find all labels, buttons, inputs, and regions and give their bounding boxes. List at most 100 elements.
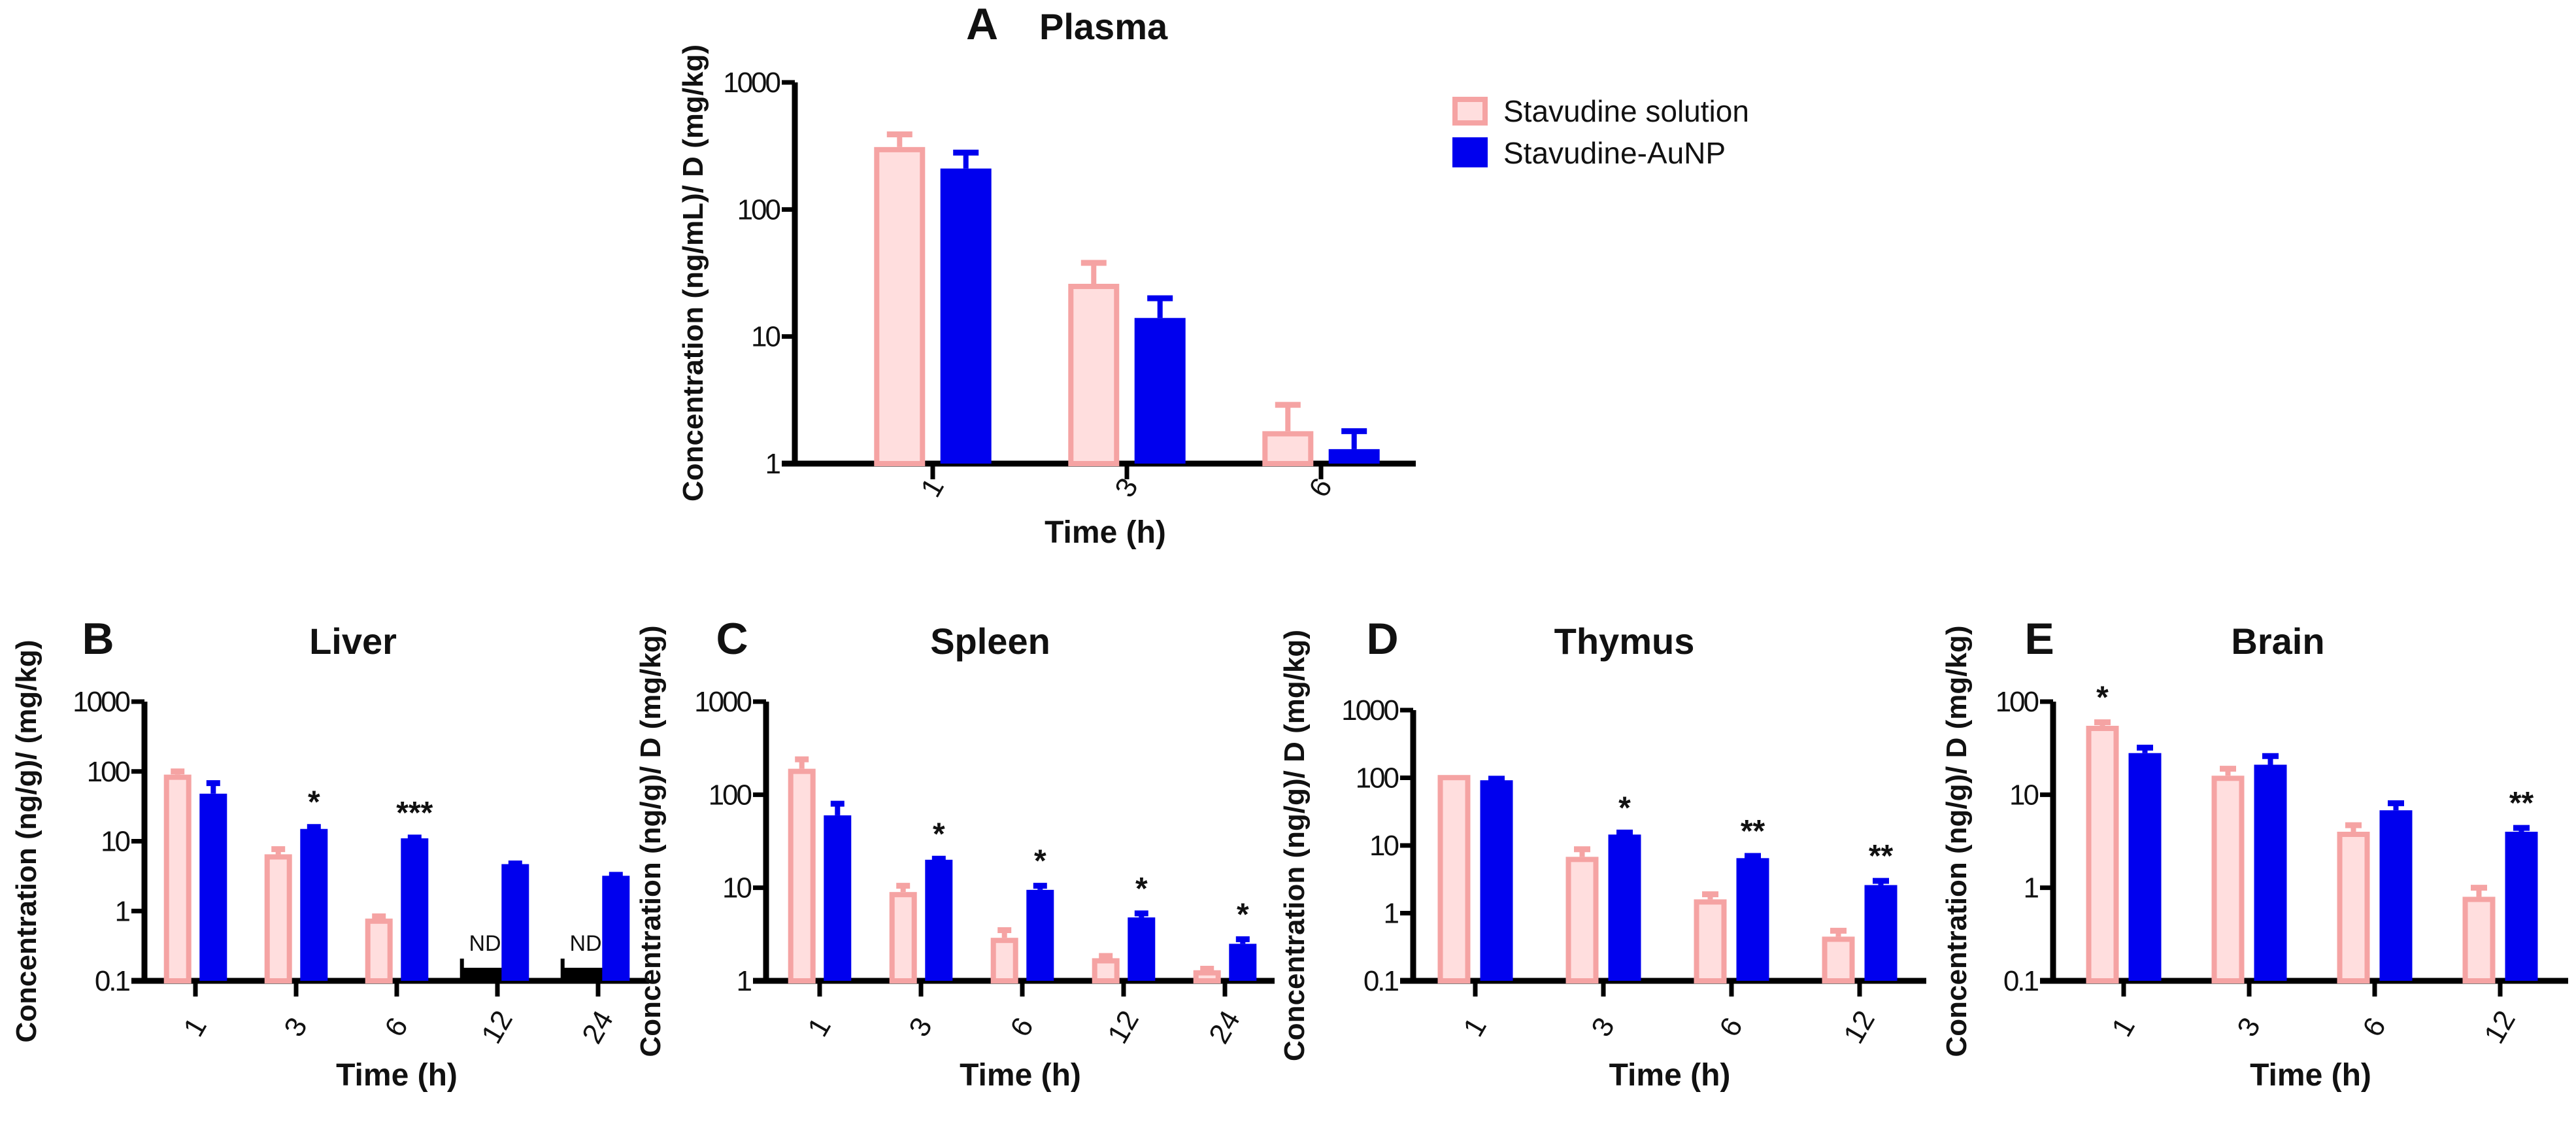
bar-stavudine-solution <box>365 918 393 984</box>
significance-marker: *** <box>396 796 433 830</box>
y-tick-label: 1 <box>765 448 780 480</box>
bar-stavudine-solution <box>163 774 192 984</box>
bar-stavudine-aunp <box>501 864 529 981</box>
y-axis-label: Concentration (ng/mL)/ D (mg/kg) <box>677 44 709 502</box>
x-tick-label: 24 <box>576 1005 620 1049</box>
panel-letter: E <box>2024 614 2054 664</box>
nd-marker <box>461 968 509 980</box>
y-tick-label: 100 <box>737 194 780 226</box>
bar-stavudine-aunp <box>1026 889 1054 981</box>
x-tick-label: 12 <box>1837 1005 1881 1049</box>
x-tick-label: 12 <box>475 1005 519 1049</box>
x-tick-label: 12 <box>2478 1005 2522 1049</box>
bar-stavudine-solution <box>1193 970 1221 984</box>
bar-stavudine-aunp <box>940 168 992 464</box>
bar-stavudine-aunp <box>1608 834 1641 981</box>
x-tick-label: 6 <box>378 1012 414 1042</box>
y-tick-label: 0.1 <box>2003 965 2039 997</box>
bar-stavudine-solution <box>1068 284 1120 466</box>
bar-stavudine-solution <box>2086 725 2119 984</box>
bar-stavudine-aunp <box>2379 810 2413 981</box>
bar-stavudine-solution <box>874 146 926 467</box>
y-tick-label: 0.1 <box>95 965 130 997</box>
significance-marker: * <box>1618 791 1631 825</box>
bar-stavudine-aunp <box>824 815 852 981</box>
y-tick-label: 10 <box>751 321 780 353</box>
legend: Stavudine solution Stavudine-AuNP <box>1452 94 1749 170</box>
x-tick-label: 6 <box>1004 1012 1040 1042</box>
panel-title: Plasma <box>1039 6 1168 47</box>
bar-stavudine-solution <box>264 854 292 984</box>
nd-label: ND <box>469 931 501 956</box>
panel-title: Brain <box>2231 621 2324 662</box>
y-tick-label: 100 <box>1996 686 2039 718</box>
significance-marker: * <box>1034 844 1046 879</box>
significance-marker: ** <box>1869 839 1894 874</box>
significance-marker: * <box>1135 872 1148 906</box>
x-tick-label: 24 <box>1203 1005 1246 1049</box>
bar-stavudine-solution <box>889 892 917 983</box>
nd-marker <box>562 968 609 980</box>
bar-stavudine-solution <box>1437 775 1471 983</box>
bar-stavudine-solution <box>788 768 816 983</box>
x-axis-label: Time (h) <box>1045 515 1166 550</box>
bar-stavudine-aunp <box>2128 753 2162 981</box>
x-tick-label: 1 <box>801 1012 837 1042</box>
y-tick-label: 1000 <box>723 67 780 99</box>
bar-stavudine-aunp <box>1134 318 1186 464</box>
bar-stavudine-solution <box>2462 896 2496 984</box>
y-tick-label: 10 <box>722 872 751 904</box>
y-tick-label: 100 <box>1356 762 1399 794</box>
x-tick-label: 1 <box>1457 1012 1493 1042</box>
x-tick-label: 1 <box>2105 1012 2141 1042</box>
significance-marker: * <box>933 817 945 851</box>
bar-stavudine-solution <box>1694 899 1727 983</box>
y-axis-label: Concentration (ng/g)/ D (mg/kg) <box>635 626 667 1057</box>
x-axis-label: Time (h) <box>2250 1058 2371 1093</box>
panel-c: C Spleen Concentration (ng/g)/ D (mg/kg) 1 1… <box>635 614 1275 1093</box>
x-axis-label: Time (h) <box>336 1058 458 1093</box>
bar-stavudine-aunp <box>602 876 630 981</box>
panel-title: Thymus <box>1554 621 1695 662</box>
panel-title: Spleen <box>930 621 1050 662</box>
nd-label: ND <box>569 931 601 956</box>
y-tick-label: 100 <box>709 779 752 811</box>
bar-stavudine-solution <box>990 938 1018 983</box>
significance-marker: * <box>1237 897 1249 932</box>
bar-stavudine-aunp <box>300 828 328 981</box>
bar-stavudine-aunp <box>925 859 953 981</box>
y-tick-label: 1 <box>1384 898 1399 930</box>
panel-letter: B <box>82 614 114 664</box>
panel-letter: C <box>716 614 748 664</box>
bar-stavudine-aunp <box>199 793 227 981</box>
x-tick-label: 3 <box>1585 1012 1621 1042</box>
x-tick-label: 1 <box>177 1012 213 1042</box>
y-tick-label: 1 <box>737 965 752 997</box>
y-tick-label: 10 <box>1369 830 1398 862</box>
bar-stavudine-aunp <box>401 838 429 981</box>
x-tick-label: 3 <box>278 1012 314 1042</box>
bar-stavudine-solution <box>1262 431 1314 466</box>
bar-stavudine-aunp <box>2254 764 2287 981</box>
bar-stavudine-aunp <box>1229 944 1257 981</box>
y-tick-label: 1000 <box>1341 694 1398 726</box>
legend-label-solution: Stavudine solution <box>1503 94 1749 128</box>
y-axis-label: Concentration (ng/g)/ (mg/kg) <box>10 640 42 1043</box>
y-tick-label: 10 <box>101 826 129 858</box>
panel-letter: D <box>1366 614 1398 664</box>
x-tick-label: 3 <box>2231 1012 2267 1042</box>
y-tick-label: 1 <box>2024 872 2039 904</box>
y-tick-label: 100 <box>87 756 130 788</box>
panels: A Plasma Concentration (ng/mL)/ D (mg/kg) 1… <box>10 0 2568 1093</box>
panel-b: B Liver Concentration (ng/g)/ (mg/kg) 0.1 1 1… <box>10 614 649 1093</box>
bar-stavudine-aunp <box>2505 831 2538 981</box>
bar-stavudine-aunp <box>1480 780 1513 981</box>
y-tick-label: 1000 <box>694 686 751 718</box>
legend-swatch-aunp <box>1452 137 1488 167</box>
legend-swatch-solution <box>1452 97 1488 126</box>
x-tick-label: 3 <box>903 1012 939 1042</box>
y-axis-label: Concentration (ng/g)/ D (mg/kg) <box>1279 630 1311 1061</box>
significance-marker: * <box>308 785 320 820</box>
bar-stavudine-solution <box>2211 776 2245 984</box>
